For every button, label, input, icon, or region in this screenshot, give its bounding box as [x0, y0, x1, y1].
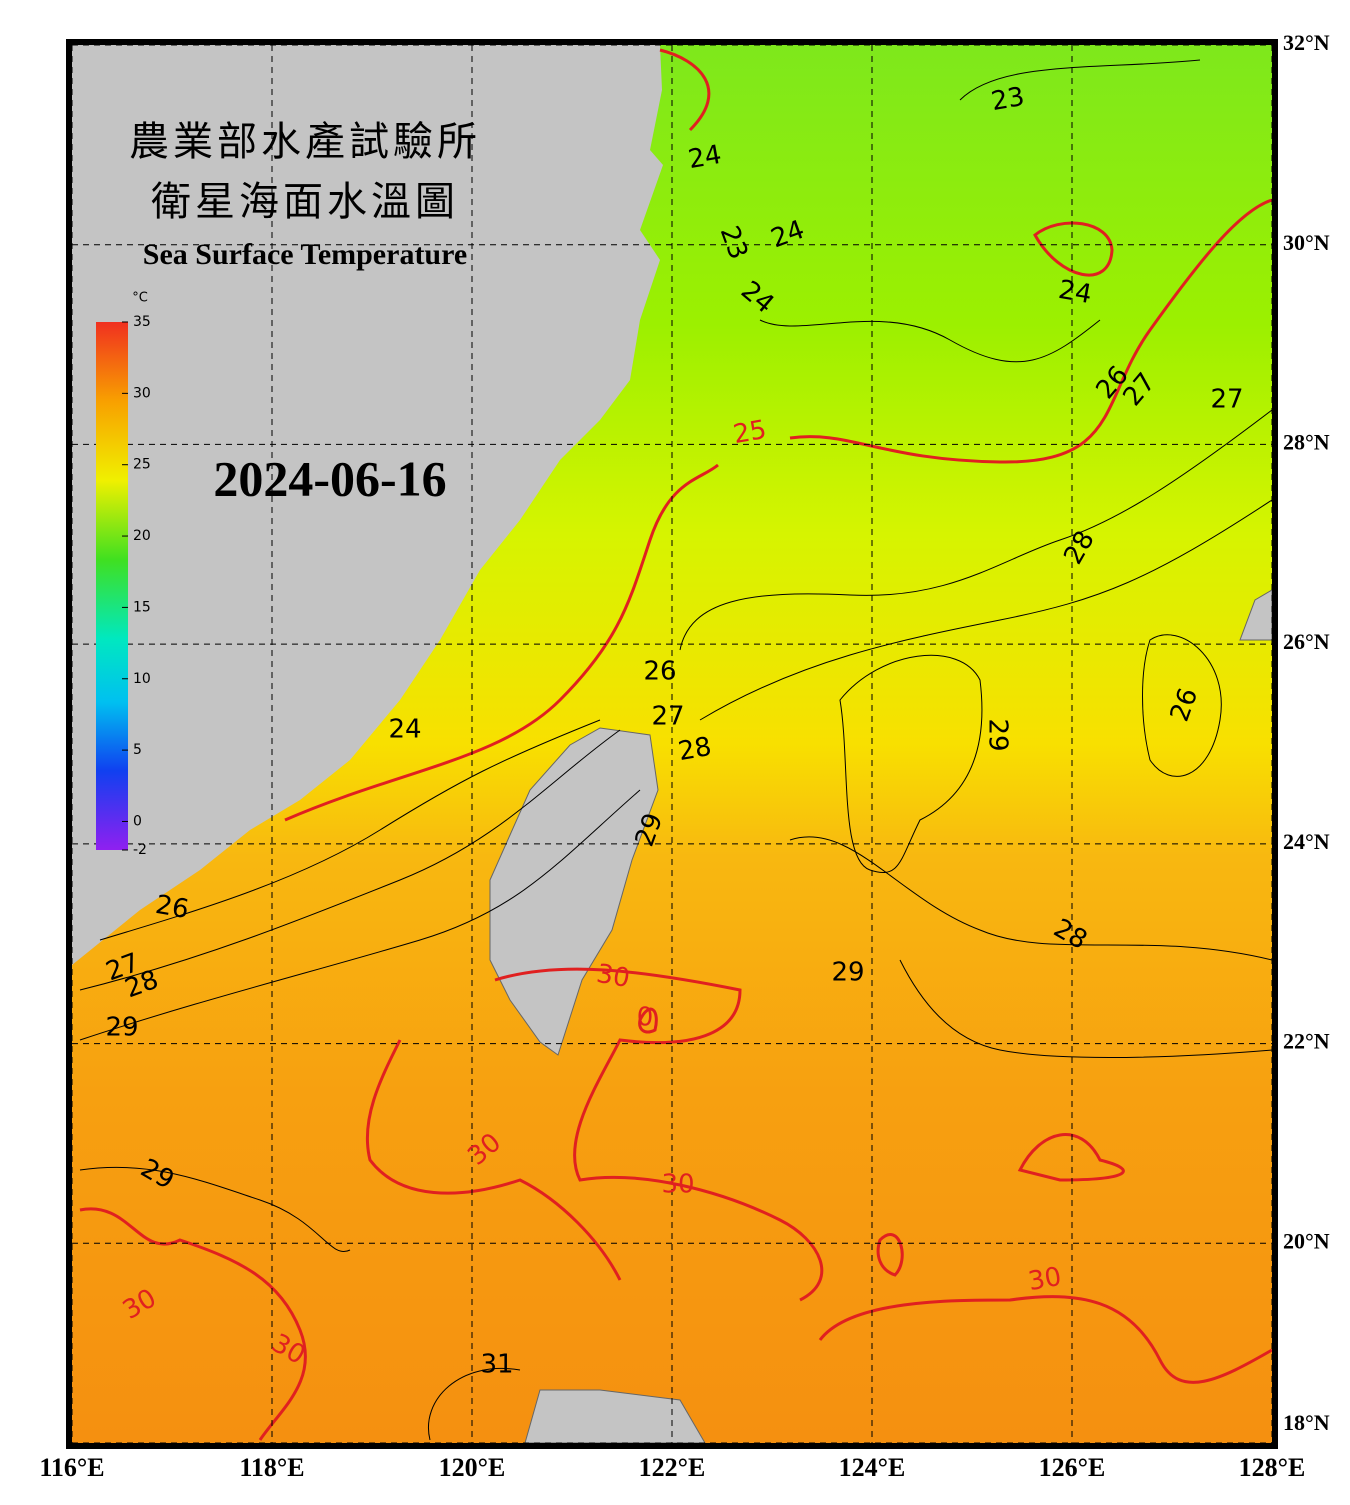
lon-tick-label: 120°E: [439, 1453, 506, 1482]
lon-tick-label: 128°E: [1239, 1453, 1306, 1482]
colorbar-tick-label: 25: [133, 457, 151, 473]
map-frame: [66, 39, 1278, 1449]
date: 2024-06-16: [213, 450, 446, 506]
lon-tick-label: 126°E: [1039, 1453, 1106, 1482]
contour-label: 0: [637, 1003, 654, 1033]
colorbar-unit: °C: [132, 291, 148, 306]
lat-tick-label: 24°N: [1283, 829, 1330, 854]
land-island: [1239, 589, 1272, 641]
axis-labels: 116°E 118°E 120°E 122°E 124°E 126°E 128°E 32°N 3…: [39, 30, 1329, 1482]
title-zh-2: 衛星海面水溫圖: [151, 179, 459, 225]
contour-label: 31: [480, 1350, 513, 1380]
title-en: Sea Surface Temperature: [143, 238, 467, 271]
contour-label: 29: [105, 1013, 138, 1043]
colorbar-tick-label: 30: [133, 385, 151, 401]
lon-tick-label: 124°E: [839, 1453, 906, 1482]
contour-label: 27: [651, 702, 684, 732]
colorbar-tick-label: 20: [133, 528, 151, 544]
colorbar-tick-label: 0: [133, 813, 142, 829]
lat-tick-label: 18°N: [1283, 1410, 1330, 1435]
lat-tick-label: 28°N: [1283, 429, 1330, 454]
colorbar-tick-label: 10: [133, 671, 151, 687]
lat-tick-label: 26°N: [1283, 629, 1330, 654]
lat-tick-label: 32°N: [1283, 30, 1330, 55]
contour-label: 30: [594, 959, 632, 994]
contour-label: 24: [686, 140, 724, 175]
colorbar-tick-label: 15: [133, 599, 151, 615]
contour-label: 24: [388, 715, 421, 745]
contour-label: 30: [661, 1170, 694, 1200]
lon-tick-label: 118°E: [239, 1453, 304, 1482]
title-zh-1: 農業部水產試驗所: [129, 119, 481, 165]
lat-tick-label: 22°N: [1283, 1029, 1330, 1054]
colorbar: [96, 322, 128, 850]
contour-label: 26: [153, 890, 191, 925]
contour-label: 28: [676, 732, 714, 767]
lat-tick-label: 20°N: [1283, 1228, 1330, 1253]
land-luzon: [524, 1389, 706, 1443]
contour-label: 29: [831, 958, 864, 988]
contour-label: 26: [643, 657, 676, 687]
contours-red: [79, 48, 1272, 1441]
contour-label: 29: [983, 718, 1013, 751]
contour-label: 24: [1056, 275, 1094, 310]
contour-label: 30: [1026, 1262, 1064, 1297]
colorbar-ticks: 35 30 25 20 15 10 5 0 -2: [122, 314, 151, 858]
graticule: [72, 45, 1272, 1443]
lat-tick-label: 30°N: [1283, 230, 1330, 255]
colorbar-tick-label: 35: [133, 314, 151, 330]
contour-label: 27: [1210, 385, 1243, 415]
land-china: [72, 45, 663, 965]
colorbar-tick-label: 5: [133, 742, 142, 758]
contour-label: 25: [731, 415, 769, 450]
contour-label: 23: [989, 82, 1027, 117]
colorbar-tick-label: -2: [133, 842, 147, 858]
lon-tick-label: 116°E: [39, 1453, 104, 1482]
lon-tick-label: 122°E: [639, 1453, 706, 1482]
contours-black: [79, 59, 1272, 1441]
